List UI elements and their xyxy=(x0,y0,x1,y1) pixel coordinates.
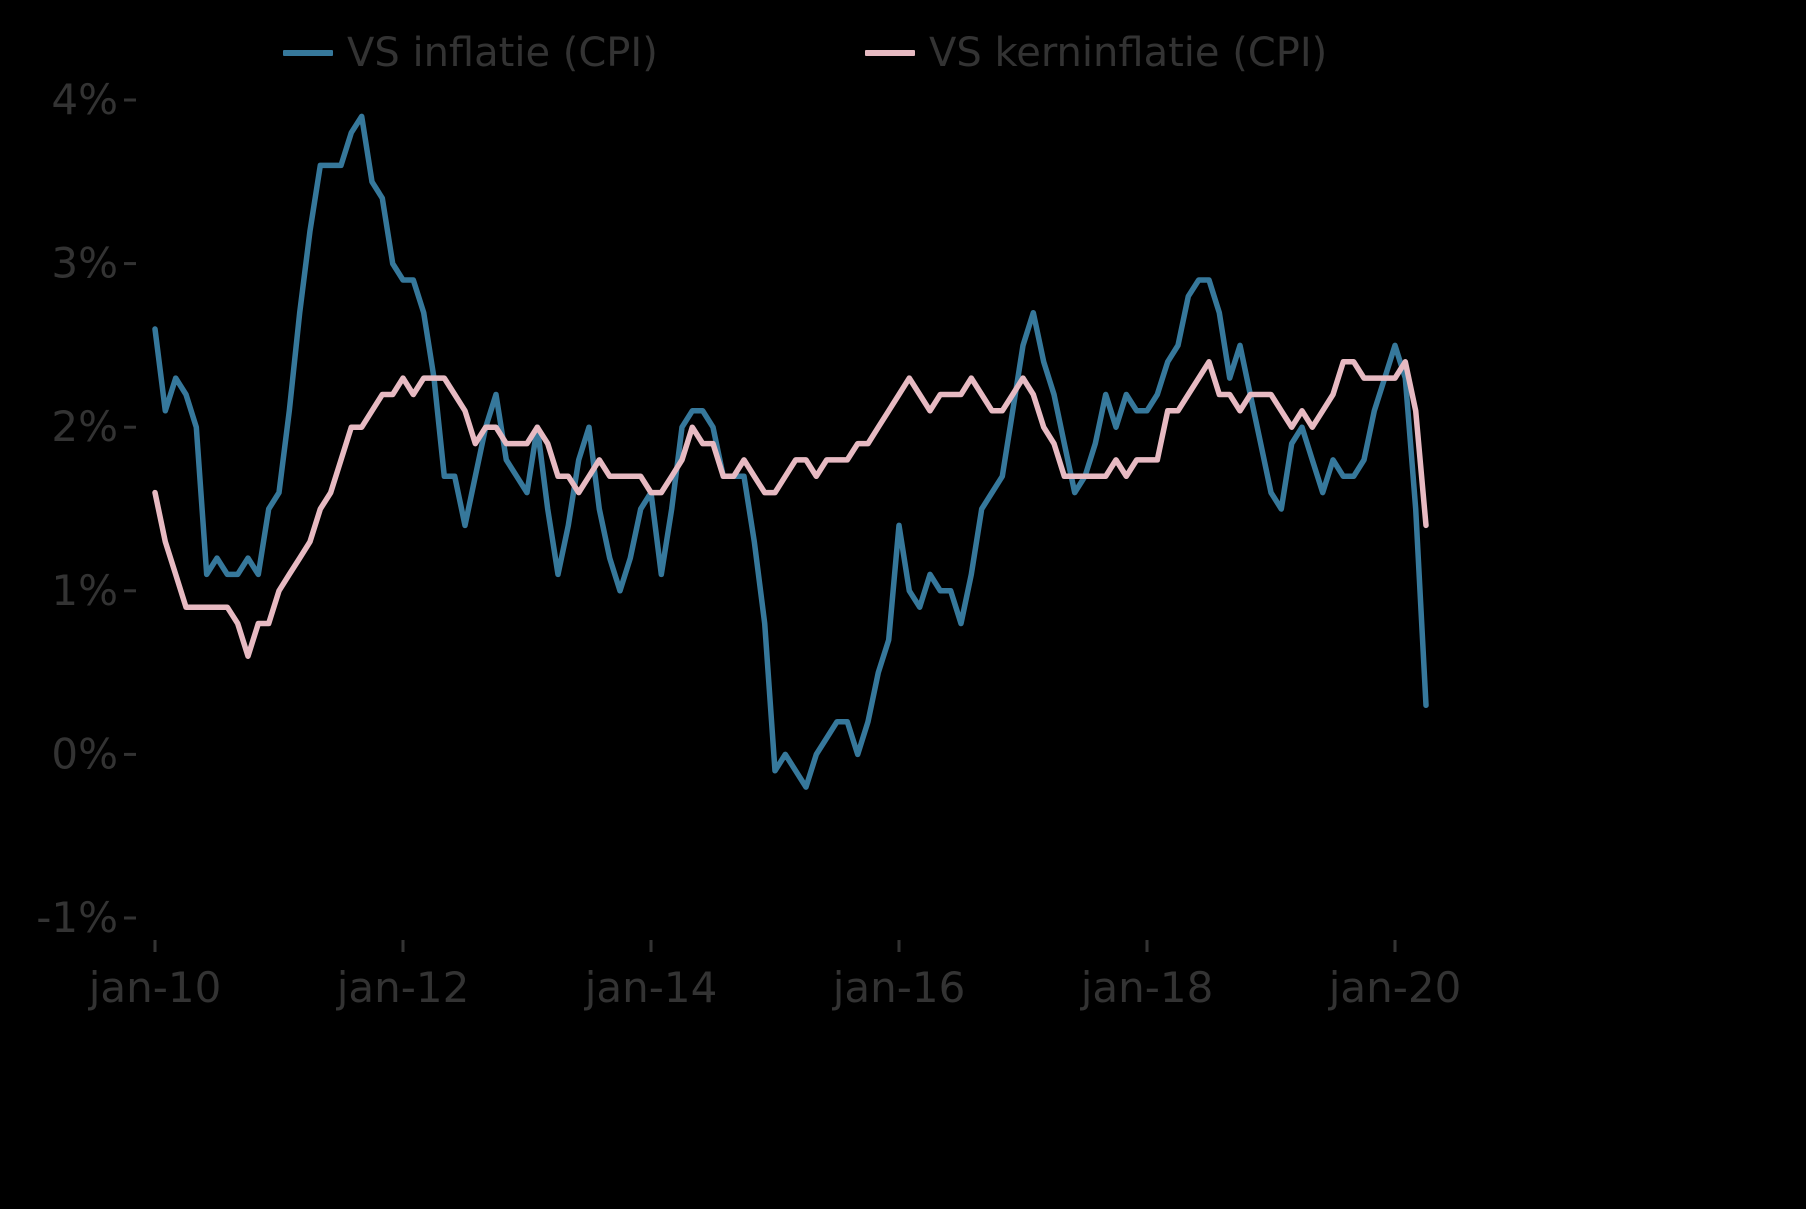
y-axis-tick-label: 4% xyxy=(51,75,118,124)
x-axis-tick-label: jan-14 xyxy=(584,963,718,1012)
y-axis-tick-label: 3% xyxy=(51,239,118,288)
core-inflation-line-swatch-icon xyxy=(865,50,915,56)
legend-label-core-inflation: VS kerninflatie (CPI) xyxy=(929,30,1328,76)
x-axis-tick-label: jan-18 xyxy=(1080,963,1214,1012)
x-axis-tick-label: jan-10 xyxy=(88,963,222,1012)
core-inflation-series-line xyxy=(152,359,1429,659)
legend-item-inflation: VS inflatie (CPI) xyxy=(283,30,658,76)
inflation-line-swatch-icon xyxy=(283,50,333,56)
legend-label-inflation: VS inflatie (CPI) xyxy=(347,30,658,76)
inflation-series-line xyxy=(152,113,1429,790)
y-axis-tick-label: 2% xyxy=(51,402,118,451)
x-axis-tick-label: jan-20 xyxy=(1328,963,1462,1012)
y-axis-tick-label: 0% xyxy=(51,729,118,778)
x-axis-tick-label: jan-16 xyxy=(832,963,966,1012)
legend-item-core-inflation: VS kerninflatie (CPI) xyxy=(865,30,1327,76)
y-axis-tick-label: -1% xyxy=(36,893,118,942)
x-axis-tick-label: jan-12 xyxy=(336,963,470,1012)
y-axis-tick-label: 1% xyxy=(51,566,118,615)
